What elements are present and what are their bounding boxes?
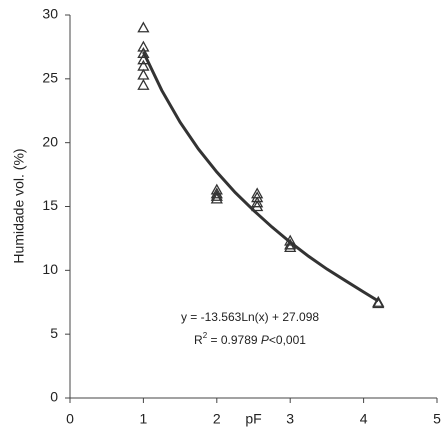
data-point [251, 196, 264, 208]
x-tick-label: 1 [140, 411, 148, 427]
y-tick-label: 25 [42, 70, 58, 86]
trend-line [142, 51, 380, 303]
data-point [210, 192, 223, 204]
x-tick-label: 5 [433, 411, 441, 427]
data-point [137, 21, 150, 33]
data-point [372, 297, 385, 309]
r-exponent: 2 [203, 331, 208, 340]
data-point [284, 238, 297, 250]
y-tick-label: 15 [42, 197, 58, 213]
p-label: P [261, 333, 269, 347]
x-tick-label: 4 [360, 411, 368, 427]
data-point [210, 189, 223, 201]
data-point [284, 241, 297, 253]
x-tick-label: 2 [213, 411, 221, 427]
x-axis-label: pF [245, 411, 261, 427]
data-point [137, 40, 150, 52]
r-value: = 0.9789 [207, 333, 261, 347]
r-label: R [194, 333, 203, 347]
y-tick-label: 0 [50, 389, 58, 405]
y-tick-label: 30 [42, 6, 58, 22]
trend-stats: R2 = 0.9789 P<0,001 [194, 331, 306, 347]
data-point [137, 46, 150, 58]
trend-equation: y = -13.563Ln(x) + 27.098 [181, 310, 319, 324]
y-tick-label: 10 [42, 261, 58, 277]
data-point [284, 234, 297, 246]
x-tick-label: 3 [286, 411, 294, 427]
data-point [251, 200, 264, 212]
data-point [137, 68, 150, 80]
y-tick-label: 5 [50, 325, 58, 341]
y-axis-label: Humidade vol. (%) [11, 148, 27, 263]
data-point [137, 78, 150, 90]
x-tick-label: 0 [66, 411, 74, 427]
data-point [210, 187, 223, 199]
y-tick-label: 20 [42, 133, 58, 149]
p-value: <0,001 [269, 333, 306, 347]
data-point [137, 53, 150, 65]
